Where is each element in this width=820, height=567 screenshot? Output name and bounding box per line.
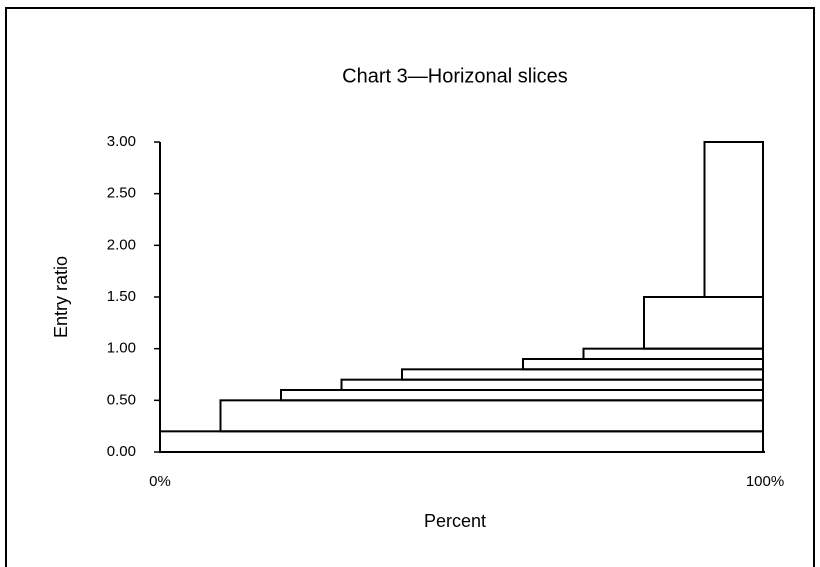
slice	[401, 368, 764, 381]
x-axis-title: Percent	[424, 511, 486, 531]
frame	[5, 7, 815, 567]
y-tick-label: 0.00	[107, 443, 136, 460]
y-tick-label: 2.50	[107, 185, 136, 202]
x-tick-label: 100%	[746, 473, 784, 490]
y-tick-label: 2.00	[107, 236, 136, 253]
slice	[643, 296, 764, 350]
slice	[219, 399, 764, 433]
y-tick-label: 1.00	[107, 340, 136, 357]
slice	[703, 141, 764, 298]
y-axis-title: Entry ratio	[51, 256, 71, 338]
y-tick-label: 1.50	[107, 288, 136, 305]
slice	[340, 378, 764, 391]
chart-title: Chart 3—Horizonal slices	[342, 65, 568, 87]
slice	[159, 430, 764, 454]
slice	[522, 358, 764, 371]
slice	[280, 389, 764, 402]
slice	[582, 347, 764, 360]
x-tick-label: 0%	[149, 473, 171, 490]
y-tick-label: 0.50	[107, 391, 136, 408]
y-tick-label: 3.00	[107, 133, 136, 150]
